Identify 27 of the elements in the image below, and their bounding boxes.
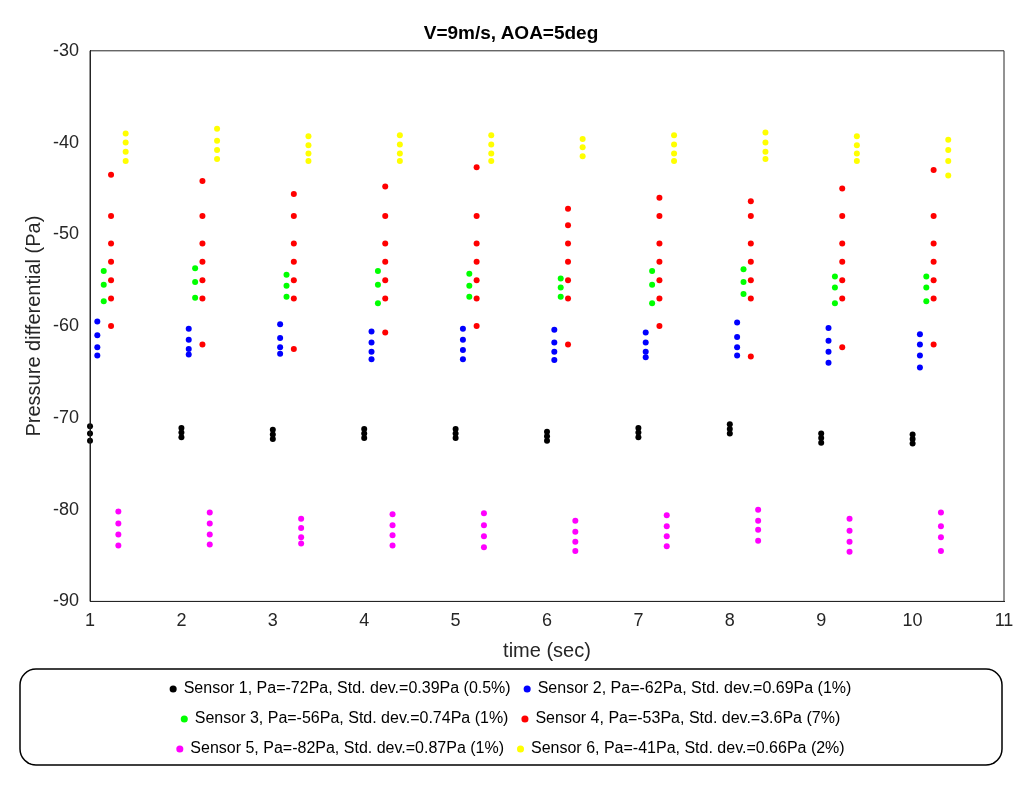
y-tick-label: -90 [53, 590, 80, 611]
x-tick-label: 6 [542, 610, 553, 631]
y-axis-title: Pressure differential (Pa) [21, 215, 44, 437]
x-tick-label: 11 [994, 610, 1014, 631]
x-axis-title: time (sec) [503, 638, 591, 661]
legend-label: Sensor 3, Pa=-56Pa, Std. dev.=0.74Pa (1%) [194, 709, 509, 727]
x-tick-label: 5 [450, 610, 461, 631]
x-tick-label: 8 [724, 610, 735, 631]
x-tick-label: 4 [359, 610, 370, 631]
chart-title: V=9m/s, AOA=5deg [423, 21, 599, 43]
y-tick-label: -70 [53, 406, 80, 427]
x-tick-label: 1 [85, 610, 96, 631]
legend-label: Sensor 1, Pa=-72Pa, Std. dev.=0.39Pa (0.5%) [183, 679, 511, 697]
y-tick-label: -50 [53, 223, 80, 244]
y-tick-label: -60 [53, 315, 80, 336]
x-tick-label: 10 [902, 610, 923, 631]
legend-label: Sensor 4, Pa=-53Pa, Std. dev.=3.6Pa (7%) [535, 709, 841, 727]
y-tick-label: -30 [53, 39, 80, 60]
x-tick-label: 2 [176, 610, 187, 631]
y-tick-label: -40 [53, 131, 80, 152]
y-tick-label: -80 [53, 498, 80, 519]
legend-label: Sensor 6, Pa=-41Pa, Std. dev.=0.66Pa (2%) [531, 739, 845, 757]
legend-label: Sensor 5, Pa=-82Pa, Std. dev.=0.87Pa (1%) [190, 739, 504, 757]
x-tick-label: 7 [633, 610, 644, 631]
legend-label: Sensor 2, Pa=-62Pa, Std. dev.=0.69Pa (1%) [537, 679, 852, 697]
x-tick-label: 9 [816, 610, 827, 631]
x-tick-label: 3 [267, 610, 278, 631]
